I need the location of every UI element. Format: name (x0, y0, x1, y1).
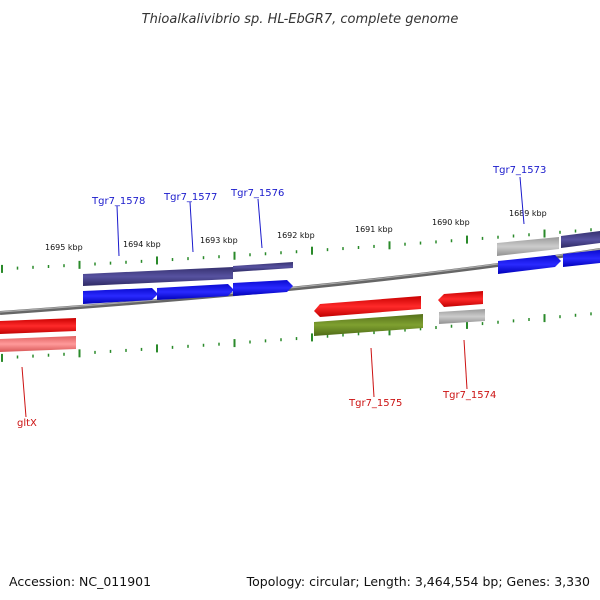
cds-arrow-tgr7-1577[interactable] (157, 284, 234, 300)
gene-label-tgr7-1577[interactable]: Tgr7_1577 (163, 192, 217, 203)
reverse-cds-track (0, 291, 483, 334)
gene-bar-gray-right[interactable] (497, 237, 559, 256)
gene-bar-tgr7-1573[interactable] (561, 231, 600, 248)
cds-arrow-gltx[interactable] (0, 318, 76, 334)
forward-gene-track (83, 231, 600, 286)
outer-scale-ticks (1, 228, 592, 273)
map-title: Thioalkalivibrio sp. HL-EbGR7, complete … (142, 12, 459, 27)
cds-arrow-tgr7-1574[interactable] (438, 291, 483, 307)
gene-label-tgr7-1574[interactable]: Tgr7_1574 (442, 390, 496, 401)
gene-bar-tgr7-1575[interactable] (314, 314, 423, 336)
scale-labels: 1695 kbp 1694 kbp 1693 kbp 1692 kbp 1691… (45, 209, 547, 252)
scale-label-1690: 1690 kbp (432, 218, 470, 227)
gene-label-tgr7-1573[interactable]: Tgr7_1573 (492, 165, 546, 176)
cds-arrow-tgr7-1575[interactable] (314, 296, 421, 317)
reverse-gene-track (0, 309, 485, 352)
inner-scale-ticks (1, 312, 592, 362)
gene-label-tgr7-1575[interactable]: Tgr7_1575 (348, 398, 402, 409)
scale-label-1691: 1691 kbp (355, 225, 393, 234)
gene-labels: Tgr7_1578 Tgr7_1577 Tgr7_1576 Tgr7_1573 … (17, 165, 546, 429)
scale-label-1694: 1694 kbp (123, 240, 161, 249)
gene-label-tgr7-1576[interactable]: Tgr7_1576 (230, 188, 284, 199)
cds-arrow-right-edge[interactable] (563, 250, 600, 267)
scale-label-1695: 1695 kbp (45, 243, 83, 252)
gene-bar-gltx[interactable] (0, 336, 76, 352)
scale-label-1693: 1693 kbp (200, 236, 238, 245)
cds-arrow-tgr7-1576[interactable] (233, 280, 293, 296)
scale-label-1692: 1692 kbp (277, 231, 315, 240)
label-leaders (21, 176, 525, 418)
gene-label-tgr7-1578[interactable]: Tgr7_1578 (91, 196, 145, 207)
gene-bar-tgr7-1576[interactable] (233, 262, 293, 272)
cds-arrow-tgr7-1573[interactable] (498, 255, 561, 274)
gene-label-gltx[interactable]: gltX (17, 418, 37, 429)
gene-bar-tgr7-1574[interactable] (439, 309, 485, 324)
gene-bar-tgr7-1578[interactable] (83, 267, 233, 286)
cds-arrow-tgr7-1578[interactable] (83, 288, 158, 304)
forward-cds-track (83, 250, 600, 304)
accession-text: Accession: NC_011901 (9, 574, 151, 589)
genome-summary-text: Topology: circular; Length: 3,464,554 bp… (246, 574, 590, 589)
scale-label-1689: 1689 kbp (509, 209, 547, 218)
